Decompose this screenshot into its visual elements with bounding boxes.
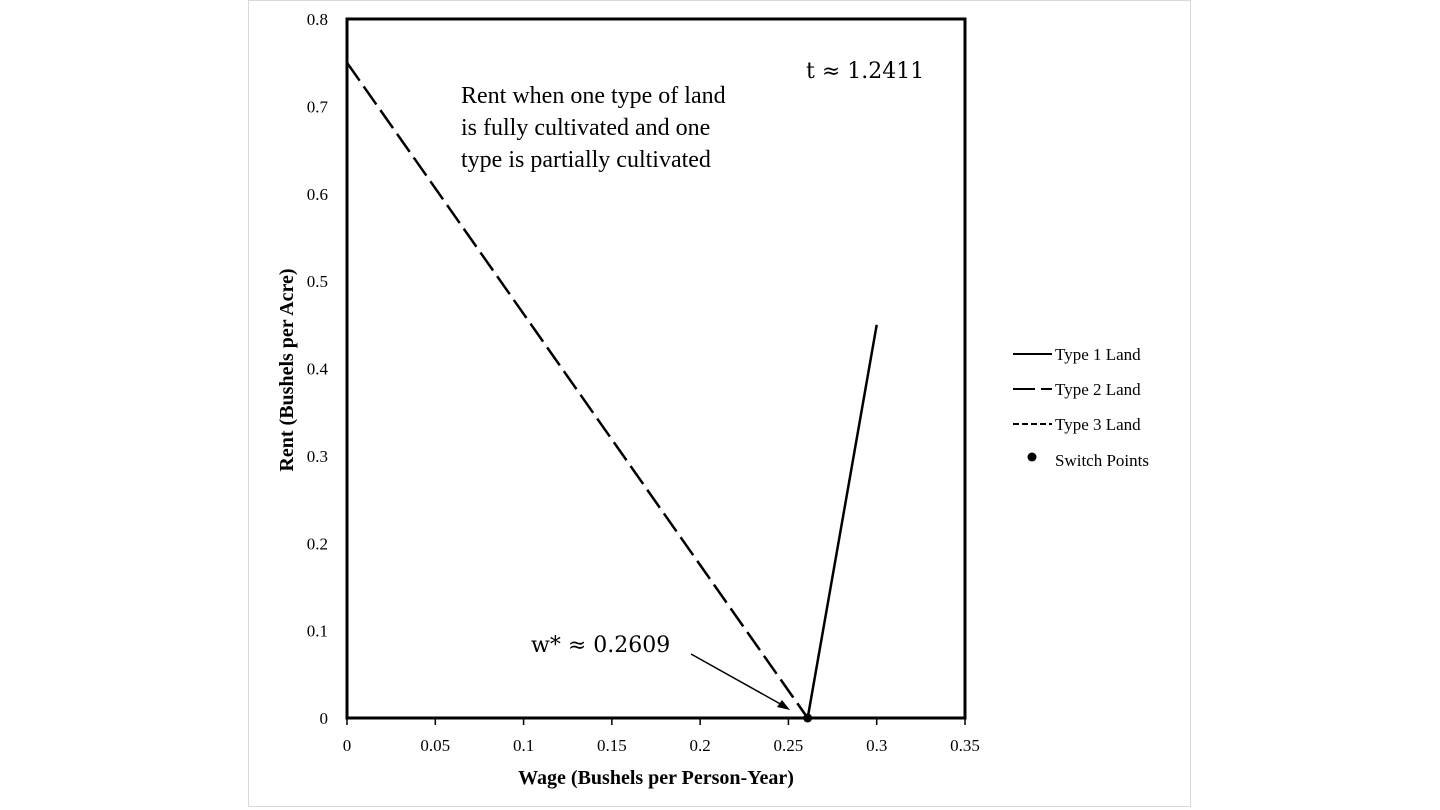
y-tick-label: 0.6	[307, 185, 328, 204]
y-tick-label: 0.1	[307, 622, 328, 641]
y-tick-label: 0	[320, 709, 329, 728]
legend-label-type1: Type 1 Land	[1055, 345, 1141, 364]
annotation-line-3: type is partially cultivated	[461, 147, 711, 173]
y-tick-label: 0.4	[307, 360, 329, 379]
y-tick-label: 0.5	[307, 272, 328, 291]
legend-label-type3: Type 3 Land	[1055, 415, 1141, 434]
x-tick-label: 0	[343, 736, 352, 755]
x-tick-label: 0.35	[950, 736, 980, 755]
x-tick-label: 0.3	[866, 736, 887, 755]
y-tick-label: 0.8	[307, 10, 328, 29]
x-tick-label: 0.05	[420, 736, 450, 755]
x-tick-label: 0.1	[513, 736, 534, 755]
legend-label-switch-points: Switch Points	[1055, 451, 1149, 470]
y-tick-label: 0.2	[307, 534, 328, 553]
y-axis-title: Rent (Bushels per Acre)	[276, 268, 298, 471]
legend-swatch-switch-points	[1027, 452, 1037, 462]
x-tick-label: 0.15	[597, 736, 627, 755]
series-line-type1	[806, 324, 878, 719]
w-star-annotation: w* ≈ 0.2609	[531, 633, 670, 658]
x-axis-title: Wage (Bushels per Person-Year)	[518, 767, 794, 789]
annotation-line-1: Rent when one type of land	[461, 83, 726, 109]
x-tick-label: 0.25	[774, 736, 804, 755]
w-star-arrow	[690, 653, 790, 710]
y-axis-ticks: 0 0.1 0.2 0.3 0.4 0.5 0.6 0.7 0.8	[307, 10, 329, 728]
legend: Type 1 Land Type 2 Land Type 3 Land Swit…	[1013, 345, 1149, 470]
t-annotation: t ≈ 1.2411	[806, 59, 924, 84]
series-layer	[345, 61, 878, 723]
legend-label-type2: Type 2 Land	[1055, 380, 1141, 399]
x-axis-ticks: 0 0.05 0.1 0.15 0.2 0.25 0.3 0.35	[343, 718, 980, 755]
y-tick-label: 0.3	[307, 447, 328, 466]
x-tick-label: 0.2	[690, 736, 711, 755]
plot-area-border	[345, 17, 967, 720]
series-line-type2	[345, 61, 809, 719]
annotation-line-2: is fully cultivated and one	[461, 115, 710, 141]
y-tick-label: 0.7	[307, 97, 329, 116]
figure-frame	[248, 0, 1191, 807]
